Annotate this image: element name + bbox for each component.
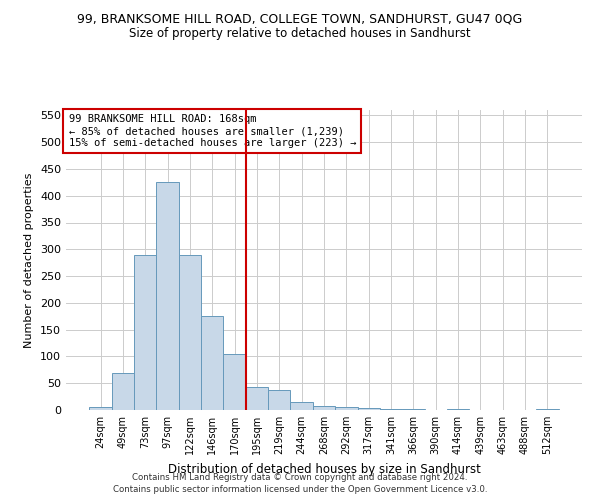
Bar — [335, 408, 358, 410]
Text: Size of property relative to detached houses in Sandhurst: Size of property relative to detached ho… — [129, 28, 471, 40]
Bar — [268, 390, 290, 410]
Bar — [246, 387, 268, 410]
Text: 99, BRANKSOME HILL ROAD, COLLEGE TOWN, SANDHURST, GU47 0QG: 99, BRANKSOME HILL ROAD, COLLEGE TOWN, S… — [77, 12, 523, 26]
Bar — [134, 254, 157, 410]
Text: 99 BRANKSOME HILL ROAD: 168sqm
← 85% of detached houses are smaller (1,239)
15% : 99 BRANKSOME HILL ROAD: 168sqm ← 85% of … — [68, 114, 356, 148]
Y-axis label: Number of detached properties: Number of detached properties — [25, 172, 34, 348]
Bar — [313, 406, 335, 410]
Bar — [223, 354, 246, 410]
Text: Contains HM Land Registry data © Crown copyright and database right 2024.: Contains HM Land Registry data © Crown c… — [132, 472, 468, 482]
Bar — [89, 408, 112, 410]
Bar — [358, 408, 380, 410]
Bar — [157, 182, 179, 410]
Bar — [112, 372, 134, 410]
Bar — [201, 316, 223, 410]
Bar — [447, 409, 469, 410]
Text: Contains public sector information licensed under the Open Government Licence v3: Contains public sector information licen… — [113, 485, 487, 494]
Bar — [536, 409, 559, 410]
X-axis label: Distribution of detached houses by size in Sandhurst: Distribution of detached houses by size … — [167, 462, 481, 475]
Bar — [290, 402, 313, 410]
Bar — [179, 254, 201, 410]
